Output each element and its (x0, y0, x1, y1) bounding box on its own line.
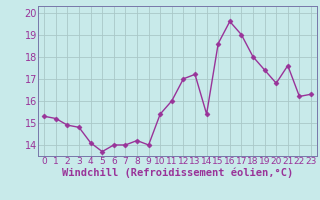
X-axis label: Windchill (Refroidissement éolien,°C): Windchill (Refroidissement éolien,°C) (62, 168, 293, 178)
